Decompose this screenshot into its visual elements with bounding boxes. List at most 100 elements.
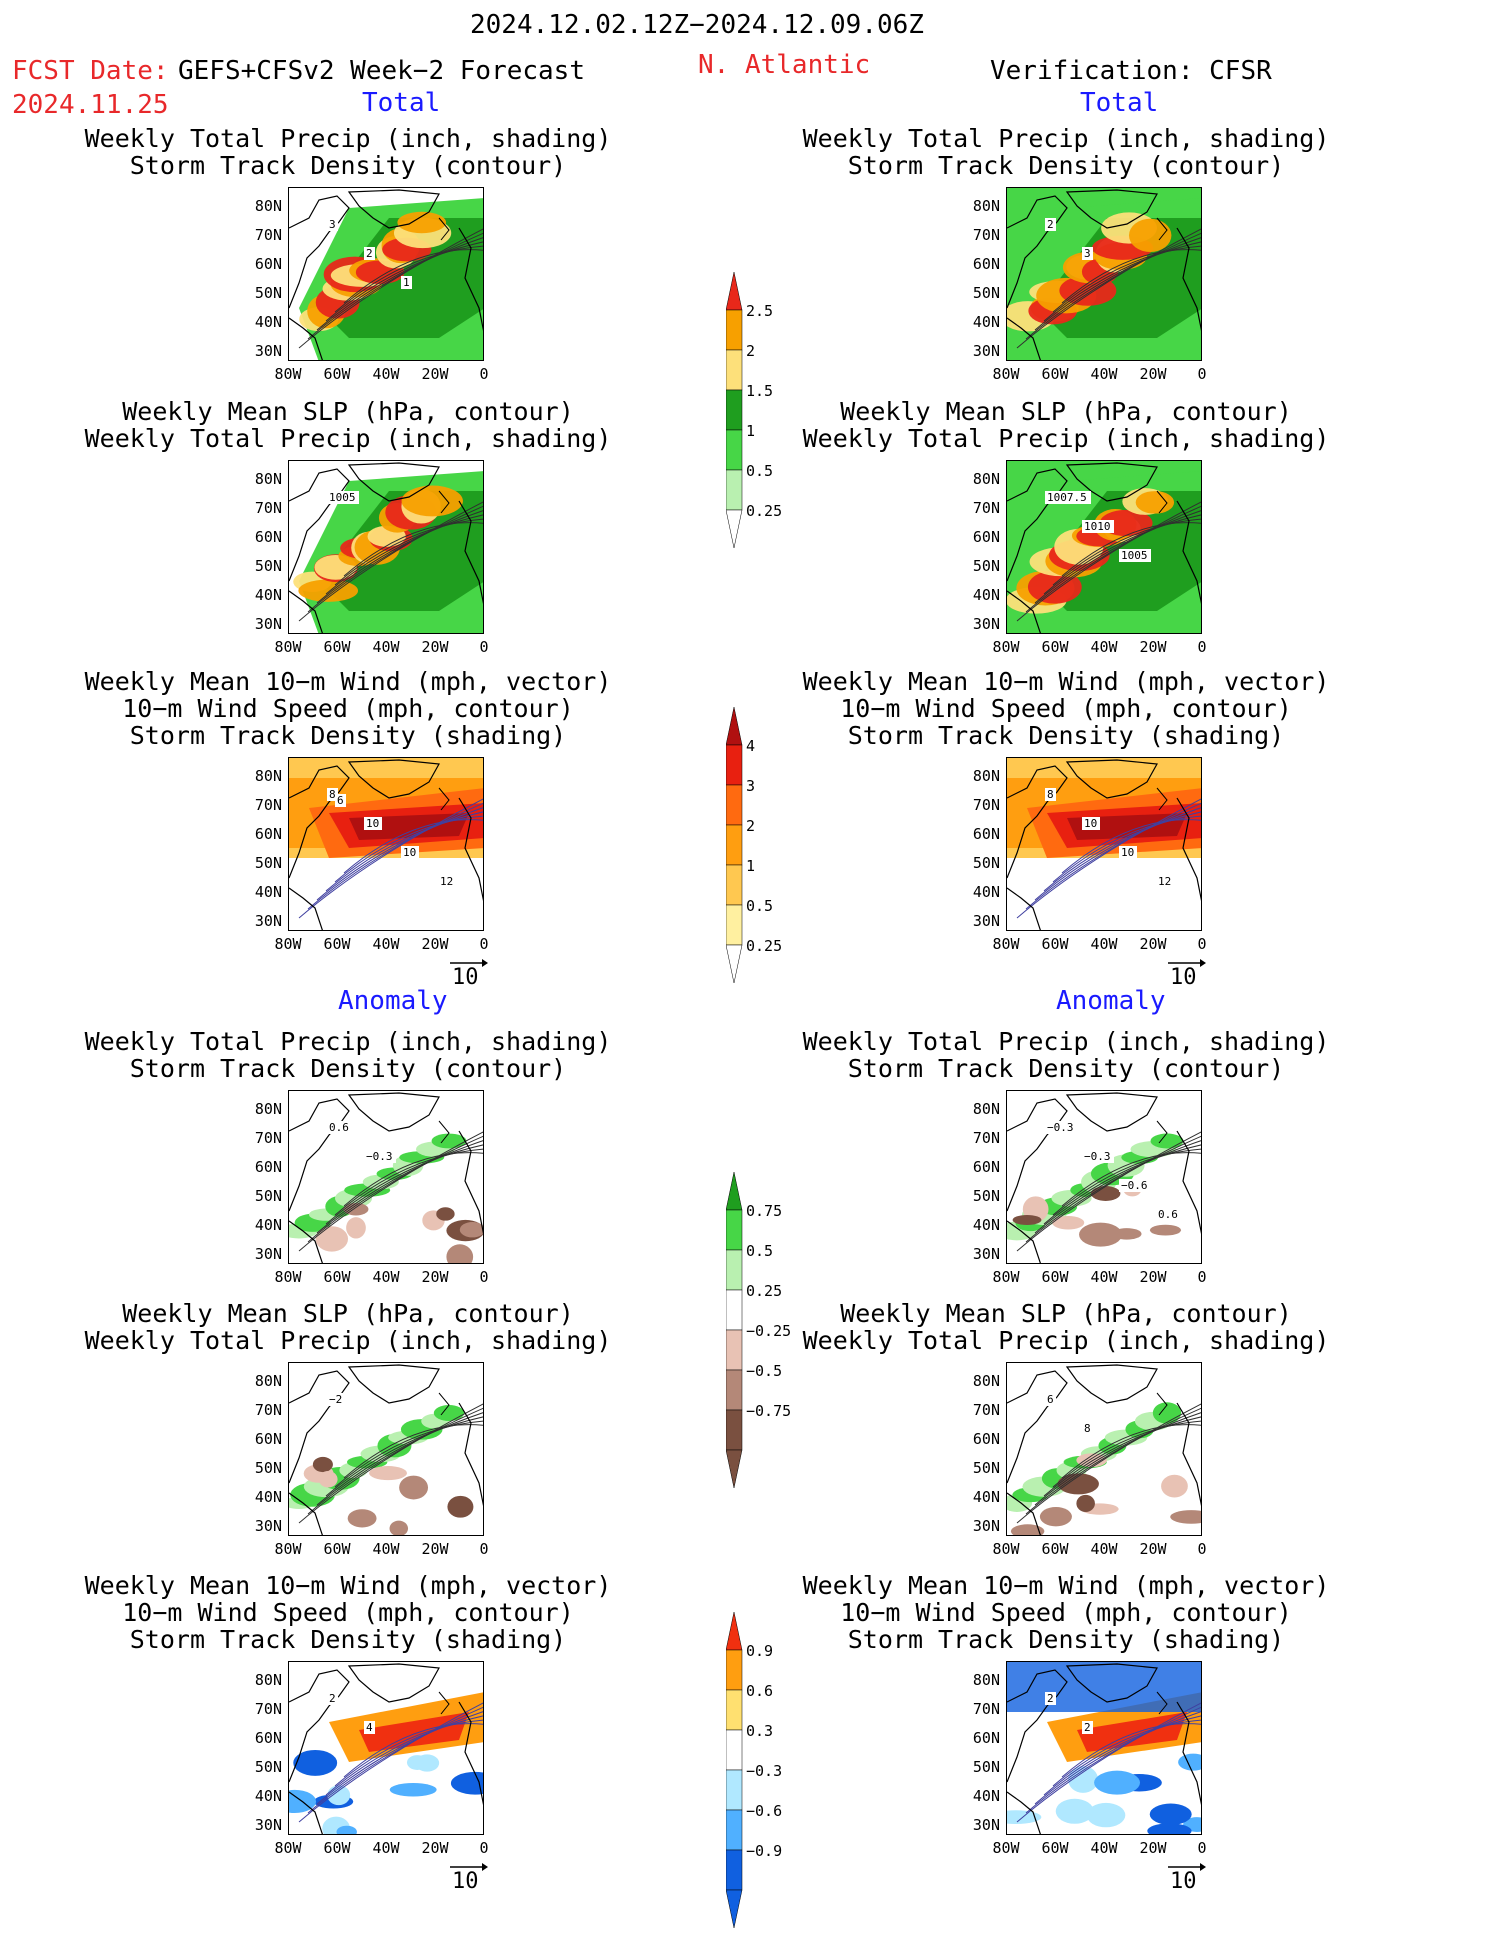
colorbar-segment	[725, 1809, 743, 1851]
colorbar-segment	[725, 429, 743, 471]
lat-tick: 40N	[254, 883, 282, 901]
colorbar-total-storm-label: 0.5	[746, 897, 774, 915]
colorbar-segment	[725, 744, 743, 786]
panel-forecast-2-title-1: 10−m Wind Speed (mph, contour)	[122, 694, 574, 723]
lon-tick: 20W	[421, 935, 449, 953]
lat-tick: 40N	[254, 1488, 282, 1506]
vector-reference-label: 10	[1170, 965, 1197, 990]
panel-forecast-4: Weekly Mean SLP (hPa, contour) Weekly Tot…	[85, 1300, 612, 1560]
lon-tick: 20W	[421, 1839, 449, 1857]
lon-tick: 40W	[372, 638, 400, 656]
panel-forecast-1-title-1: Weekly Total Precip (inch, shading)	[84, 424, 612, 453]
lat-tick: 80N	[972, 197, 1000, 215]
lat-tick: 30N	[972, 1816, 1000, 1834]
total-label-left: Total	[362, 88, 441, 118]
fcst-date-value: 2024.11.25	[12, 90, 169, 120]
lat-tick: 50N	[972, 557, 1000, 575]
panel-verification-1-map: 1007.5 1010 1005	[1006, 460, 1202, 634]
lat-tick: 70N	[972, 1129, 1000, 1147]
colorbar-segment	[725, 1689, 743, 1731]
panel-verification-5: Weekly Mean 10−m Wind (mph, vector) 10−m …	[803, 1572, 1330, 1912]
lat-tick: 80N	[254, 470, 282, 488]
contour-label: 2	[327, 1692, 338, 1705]
colorbar-total-precip: 2.5 2 1.5 1 0.5 0.25	[725, 270, 806, 550]
panel-verification-1: Weekly Mean SLP (hPa, contour) Weekly Tot…	[803, 398, 1330, 658]
lon-tick: 40W	[1090, 1540, 1118, 1558]
colorbar-segment	[725, 1769, 743, 1811]
lon-tick: 20W	[1139, 1268, 1167, 1286]
lat-tick: 50N	[254, 284, 282, 302]
colorbar-segment	[725, 904, 743, 946]
lon-tick: 20W	[1139, 1540, 1167, 1558]
panel-verification-1-title-1: Weekly Total Precip (inch, shading)	[802, 424, 1330, 453]
panel-forecast-0-map: 3 2 1	[288, 187, 484, 361]
colorbar-segment	[725, 509, 743, 549]
panel-forecast-5-title-1: 10−m Wind Speed (mph, contour)	[122, 1598, 574, 1627]
lat-tick: 70N	[972, 1401, 1000, 1419]
lat-tick: 40N	[972, 586, 1000, 604]
lat-tick: 70N	[972, 796, 1000, 814]
colorbar-segment	[725, 944, 743, 984]
lat-tick: 40N	[254, 1787, 282, 1805]
svg-text:−0.3: −0.3	[1047, 1121, 1074, 1134]
colorbar-segment	[725, 1409, 743, 1451]
region-label: N. Atlantic	[698, 50, 871, 80]
colorbar-total-storm-label: 4	[746, 737, 756, 755]
colorbar-total-storm-label: 2	[746, 817, 756, 835]
lat-tick: 80N	[972, 1100, 1000, 1118]
lon-tick: 60W	[1041, 1268, 1069, 1286]
panel-forecast-1-title-0: Weekly Mean SLP (hPa, contour)	[122, 397, 574, 426]
lat-tick: 30N	[254, 1245, 282, 1263]
vector-reference: 10	[448, 955, 488, 995]
svg-text:3: 3	[1084, 247, 1091, 260]
lat-tick: 70N	[972, 1700, 1000, 1718]
lon-tick: 40W	[1090, 365, 1118, 383]
lon-tick: 60W	[323, 1268, 351, 1286]
lon-tick: 60W	[323, 365, 351, 383]
fcst-date-label: FCST Date:	[12, 56, 169, 86]
colorbar-segment	[725, 1649, 743, 1691]
lon-tick: 0	[1197, 1268, 1207, 1286]
colorbar-segment	[725, 469, 743, 511]
svg-text:2: 2	[1047, 218, 1054, 231]
lat-tick: 30N	[254, 1517, 282, 1535]
svg-text:12: 12	[1158, 875, 1171, 888]
colorbar-segment	[725, 389, 743, 431]
lon-tick: 0	[1197, 365, 1207, 383]
panel-forecast-3-map-svg: 0.6 −0.3	[289, 1091, 483, 1263]
lon-tick: 20W	[421, 1540, 449, 1558]
panel-verification-2: Weekly Mean 10−m Wind (mph, vector) 10−m …	[803, 668, 1330, 990]
svg-text:8: 8	[329, 788, 336, 801]
svg-text:−0.3: −0.3	[1084, 1150, 1111, 1163]
lon-tick: 0	[1197, 638, 1207, 656]
lat-tick: 60N	[254, 1158, 282, 1176]
contour-label: −0.3	[364, 1150, 396, 1163]
lon-tick: 20W	[421, 638, 449, 656]
colorbar-anom-storm-label: 0.9	[746, 1642, 774, 1660]
colorbar-anom-precip-svg	[725, 1171, 743, 1489]
contour-label: 1005	[327, 491, 359, 504]
lon-tick: 40W	[372, 365, 400, 383]
colorbar-segment	[725, 784, 743, 826]
lon-tick: 80W	[992, 935, 1020, 953]
lat-tick: 60N	[254, 825, 282, 843]
lon-tick: 40W	[372, 935, 400, 953]
svg-text:1005: 1005	[329, 491, 356, 504]
panel-forecast-3-map: 0.6 −0.3	[288, 1090, 484, 1264]
panel-verification-1-title-0: Weekly Mean SLP (hPa, contour)	[840, 397, 1292, 426]
lat-tick: 30N	[254, 342, 282, 360]
lon-tick: 0	[1197, 935, 1207, 953]
colorbar-segment	[725, 1329, 743, 1371]
lon-tick: 60W	[323, 935, 351, 953]
lat-tick: 70N	[254, 499, 282, 517]
contour-label: −0.3	[1082, 1150, 1114, 1163]
colorbar-anom-storm-label: 0.3	[746, 1722, 774, 1740]
lon-tick: 60W	[1041, 1839, 1069, 1857]
panel-forecast-3-title-0: Weekly Total Precip (inch, shading)	[84, 1027, 612, 1056]
contour-label: 8	[1045, 788, 1056, 801]
lat-tick: 30N	[972, 1245, 1000, 1263]
contour-label: 1010	[1082, 520, 1114, 533]
lon-tick: 0	[479, 365, 489, 383]
lat-tick: 30N	[972, 1517, 1000, 1535]
